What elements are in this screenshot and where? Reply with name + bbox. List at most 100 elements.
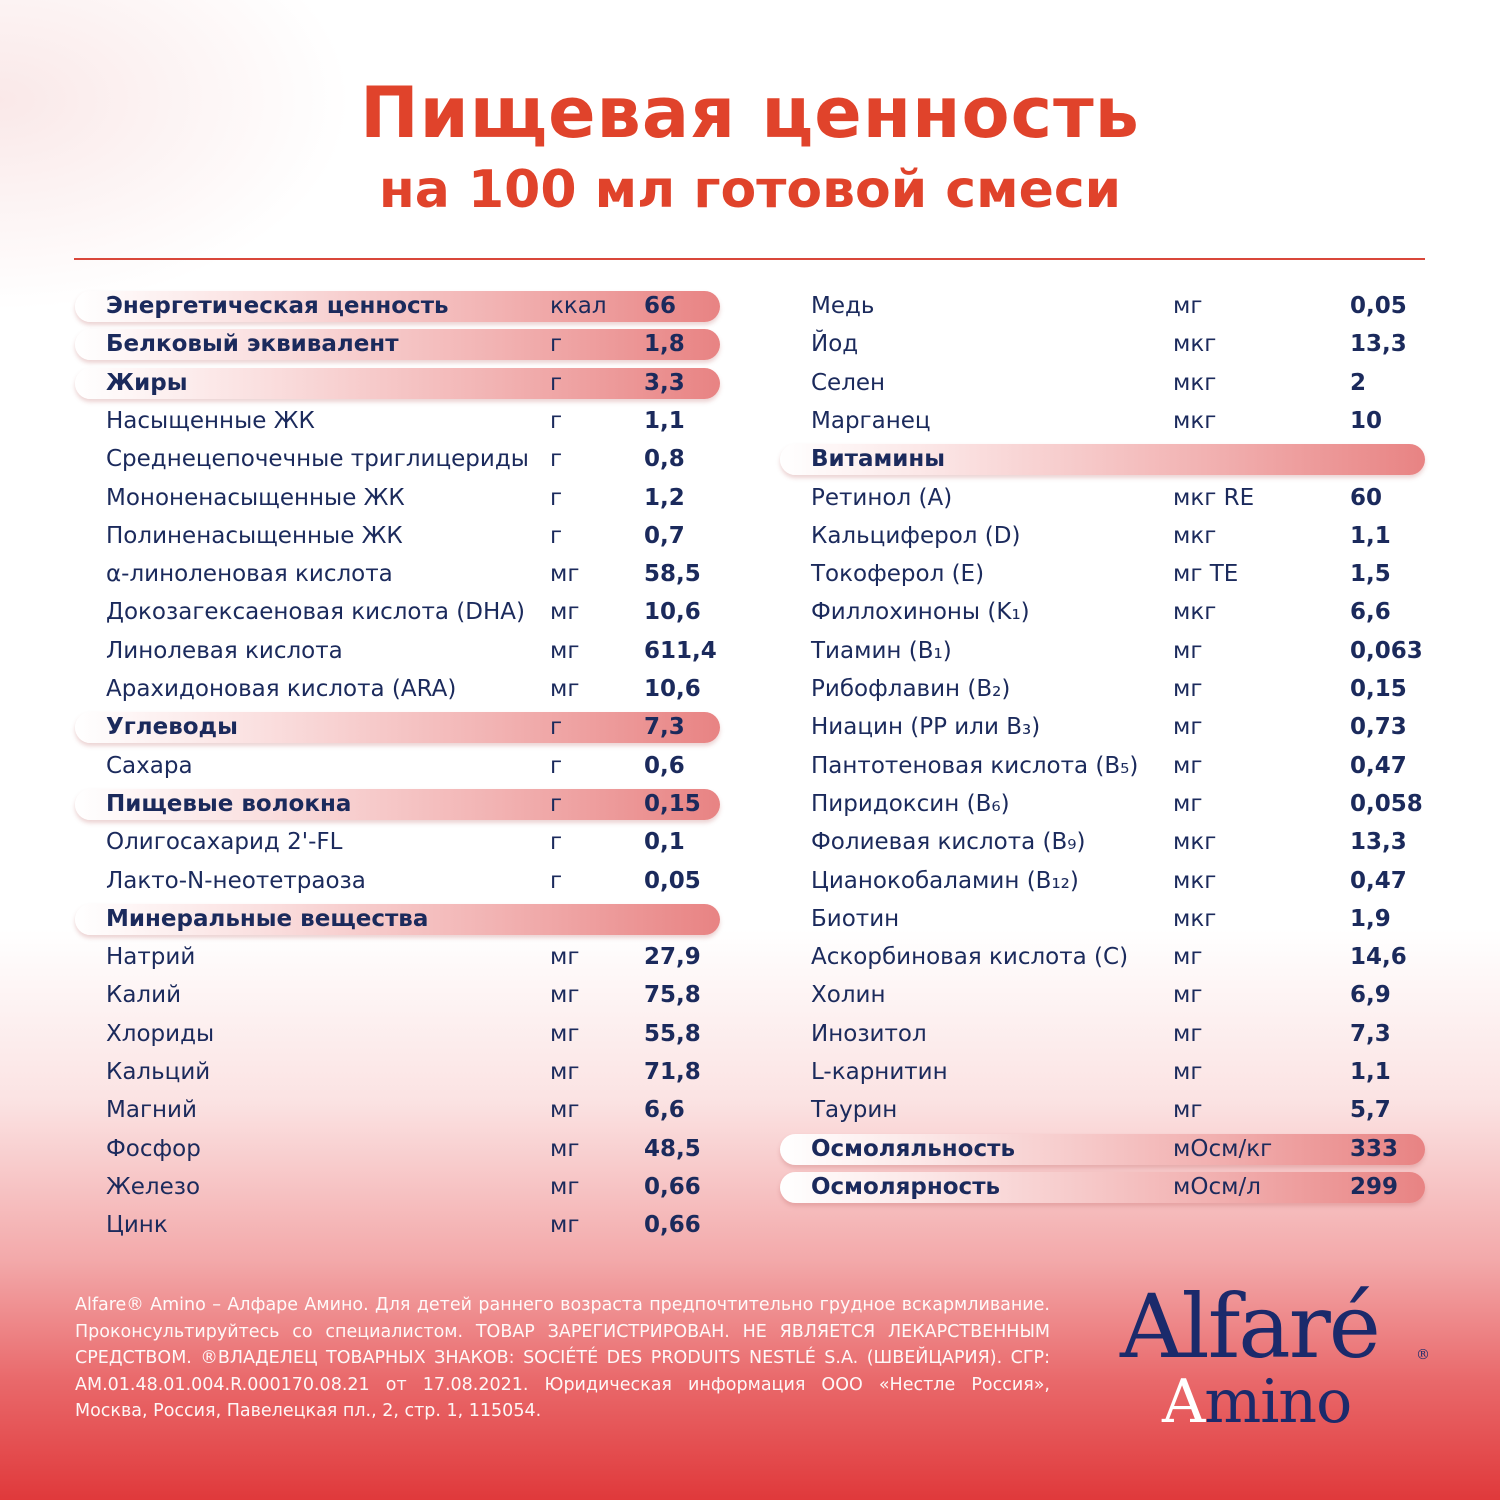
nutrient-row: Олигосахарид 2'-FL г 0,1 <box>75 824 720 860</box>
section-header-row: Белковый эквивалент г 1,8 <box>75 326 720 362</box>
nutrient-name: Хлориды <box>106 1020 215 1047</box>
nutrient-unit: мг <box>1173 790 1203 817</box>
nutrient-value: 0,8 <box>644 446 685 473</box>
nutrient-unit: мг <box>550 1020 580 1047</box>
page-title: Пищевая ценность <box>360 72 1140 154</box>
nutrient-value: 0,063 <box>1350 637 1423 664</box>
nutrient-unit: мг <box>550 1097 580 1124</box>
highlight-band <box>780 1171 1425 1203</box>
nutrient-unit: мкг RE <box>1173 484 1255 511</box>
nutrient-row: Цианокобаламин (B₁₂) мкг 0,47 <box>780 863 1425 899</box>
nutrient-name: Инозитол <box>811 1020 927 1047</box>
nutrient-unit: г <box>550 369 563 396</box>
nutrient-name: Лакто-N-неотетраоза <box>106 867 366 894</box>
nutrient-unit: г <box>550 484 563 511</box>
nutrient-unit: мг <box>1173 1020 1203 1047</box>
highlight-band <box>75 329 720 361</box>
nutrient-value: 13,3 <box>1350 331 1407 358</box>
nutrient-value: 2 <box>1350 369 1367 396</box>
nutrient-row: Аскорбиновая кислота (C) мг 14,6 <box>780 939 1425 975</box>
nutrient-unit: мг <box>550 599 580 626</box>
nutrient-row: Пиридоксин (B₆) мг 0,058 <box>780 786 1425 822</box>
section-header-row: Минеральные вещества <box>75 901 720 937</box>
nutrient-name: Йод <box>811 331 859 358</box>
nutrient-value: 1,8 <box>644 331 685 358</box>
nutrient-value: 0,05 <box>1350 293 1407 319</box>
nutrient-unit: мг <box>550 944 580 971</box>
nutrient-name: Аскорбиновая кислота (C) <box>811 944 1129 971</box>
alfare-amino-logo: Alfaré ® Amino <box>1120 1275 1430 1437</box>
nutrient-value: 333 <box>1350 1135 1399 1162</box>
nutrient-name: α-линоленовая кислота <box>106 561 393 588</box>
nutrient-name: Энергетическая ценность <box>106 293 449 319</box>
nutrient-unit: г <box>550 790 563 817</box>
highlight-band <box>75 291 720 322</box>
nutrient-name: Витамины <box>811 446 946 473</box>
nutrient-row: Магний мг 6,6 <box>75 1092 720 1128</box>
nutrient-value: 0,05 <box>644 867 701 894</box>
nutrient-unit: мг <box>550 982 580 1009</box>
nutrient-unit: мг <box>1173 637 1203 664</box>
nutrient-row: Филлохиноны (K₁) мкг 6,6 <box>780 594 1425 630</box>
nutrient-row: Пантотеновая кислота (B₅) мг 0,47 <box>780 748 1425 784</box>
nutrient-unit: мг <box>550 1135 580 1162</box>
nutrient-value: 13,3 <box>1350 829 1407 856</box>
nutrient-value: 0,7 <box>644 522 685 549</box>
nutrient-unit: мкг <box>1173 599 1217 626</box>
nutrient-unit: мОсм/л <box>1173 1173 1261 1200</box>
nutrient-name: Фолиевая кислота (B₉) <box>811 829 1086 856</box>
nutrient-row: L-карнитин мг 1,1 <box>780 1054 1425 1090</box>
nutrient-name: Насыщенные ЖК <box>106 407 315 434</box>
nutrient-row: Насыщенные ЖК г 1,1 <box>75 403 720 439</box>
nutrient-value: 6,6 <box>1350 599 1391 626</box>
nutrient-name: Углеводы <box>106 714 238 741</box>
nutrient-name: Натрий <box>106 944 196 971</box>
nutrient-unit: г <box>550 331 563 358</box>
nutrient-name: Токоферол (E) <box>811 561 985 588</box>
nutrient-row: Докозагексаеновая кислота (DHA) мг 10,6 <box>75 594 720 630</box>
nutrient-name: Филлохиноны (K₁) <box>811 599 1030 626</box>
nutrient-value: 0,058 <box>1350 790 1423 817</box>
nutrient-row: Арахидоновая кислота (ARA) мг 10,6 <box>75 671 720 707</box>
nutrient-unit: мг <box>550 1173 580 1200</box>
nutrient-value: 14,6 <box>1350 944 1407 971</box>
highlight-band <box>75 712 720 744</box>
nutrient-row: Полиненасыщенные ЖК г 0,7 <box>75 518 720 554</box>
nutrient-row: Ретинол (A) мкг RE 60 <box>780 480 1425 516</box>
nutrient-value: 0,66 <box>644 1173 701 1200</box>
nutrient-row: Мононенасыщенные ЖК г 1,2 <box>75 480 720 516</box>
legal-disclaimer: Alfare® Amino – Алфаре Амино. Для детей … <box>75 1295 1050 1421</box>
nutrient-unit: мг <box>1173 676 1203 702</box>
nutrient-name: Рибофлавин (B₂) <box>811 676 1011 702</box>
nutrient-row: Линолевая кислота мг 611,4 <box>75 633 720 669</box>
nutrient-unit: мг <box>1173 1059 1203 1085</box>
nutrient-unit: мг <box>1173 944 1203 971</box>
nutrient-unit: мг <box>1173 752 1203 779</box>
nutrient-value: 611,4 <box>644 637 717 664</box>
nutrient-unit: мг <box>550 1059 580 1085</box>
nutrient-name: Калий <box>106 982 182 1009</box>
nutrient-value: 0,6 <box>644 752 685 779</box>
nutrient-value: 71,8 <box>644 1059 701 1085</box>
nutrient-row: Таурин мг 5,7 <box>780 1092 1425 1128</box>
nutrient-row: Ниацин (PP или B₃) мг 0,73 <box>780 709 1425 745</box>
nutrient-unit: мг <box>1173 982 1203 1009</box>
nutrient-name: Ретинол (A) <box>811 484 953 511</box>
nutrient-name: Белковый эквивалент <box>106 331 399 358</box>
nutrient-value: 0,15 <box>644 790 701 817</box>
nutrient-unit: мг <box>550 676 580 702</box>
nutrient-value: 0,15 <box>1350 676 1407 702</box>
nutrient-value: 10,6 <box>644 676 701 702</box>
nutrient-name: Марганец <box>811 407 931 434</box>
nutrient-value: 75,8 <box>644 982 701 1009</box>
nutrient-name: Медь <box>811 293 875 319</box>
nutrient-name: L-карнитин <box>811 1059 948 1085</box>
section-header-row: Витамины <box>780 441 1425 477</box>
nutrient-row: Тиамин (B₁) мг 0,063 <box>780 633 1425 669</box>
nutrient-unit: мг <box>1173 293 1203 319</box>
nutrient-row: Селен мкг 2 <box>780 365 1425 401</box>
nutrient-unit: г <box>550 714 563 741</box>
nutrient-value: 1,1 <box>644 407 685 434</box>
nutrient-row: Токоферол (E) мг TE 1,5 <box>780 556 1425 592</box>
nutrient-unit: мг <box>1173 714 1203 741</box>
